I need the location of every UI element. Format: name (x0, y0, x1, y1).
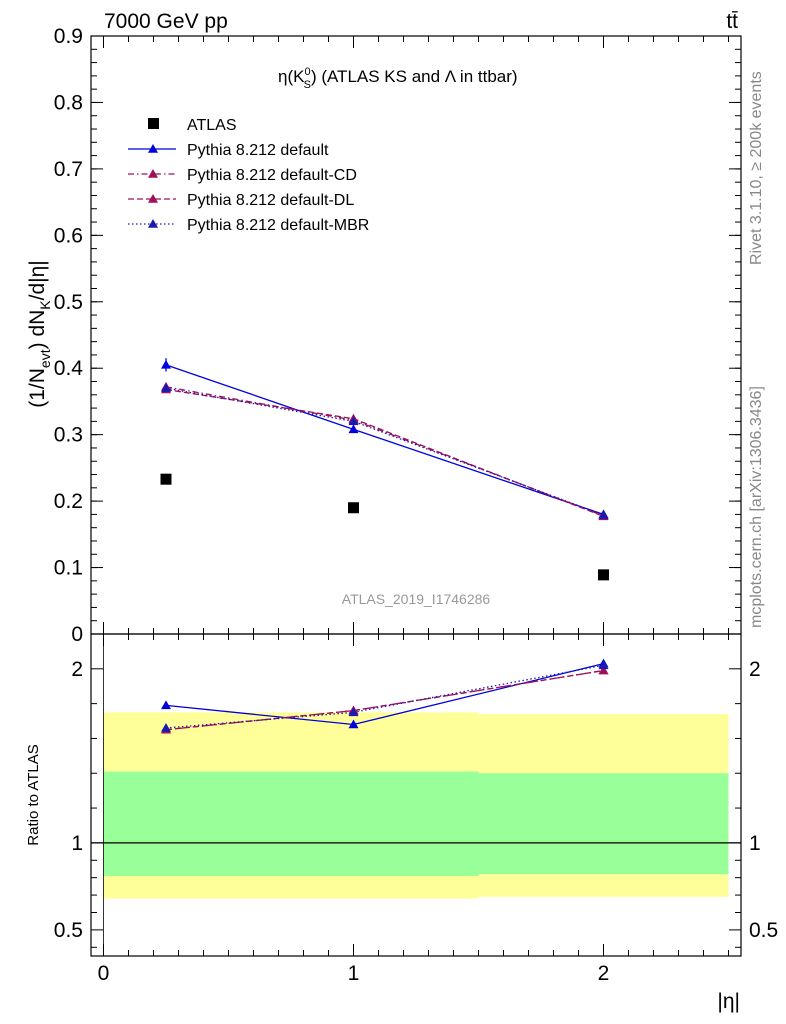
series-line (165, 387, 604, 516)
x-tick-label: 1 (348, 962, 360, 985)
main-y-tick-label: 0 (71, 623, 83, 646)
ratio-y-tick-label: 2 (71, 658, 83, 681)
main-y-tick-label: 0.1 (54, 557, 83, 580)
ratio-y-axis-label: Ratio to ATLAS (25, 744, 42, 845)
mcplots-label: mcplots.cern.ch [arXiv:1306.3436] (748, 386, 765, 628)
main-y-tick-label: 0.5 (54, 291, 83, 314)
ratio-y-tick-label: 0.5 (54, 919, 83, 942)
legend-entry-label: ATLAS (187, 117, 237, 134)
ratio-y-tick-label: 1 (71, 832, 83, 855)
ratio-series-marker (161, 722, 171, 732)
ratio-panel-frame (90, 633, 742, 957)
series-line (165, 388, 604, 517)
legend-entry-label: Pythia 8.212 default-MBR (187, 217, 369, 234)
ratio-series-marker (348, 719, 359, 729)
main-plot-content (160, 358, 609, 581)
series-2 (161, 381, 609, 520)
main-y-tick-label: 0.4 (54, 357, 84, 380)
legend: ATLAS Pythia 8.212 default Pythia 8.212 de… (128, 117, 369, 234)
x-axis-label: |η| (717, 990, 740, 1013)
series-marker (348, 416, 359, 426)
main-x-ticks (103, 36, 729, 634)
ratio-x-axis: 0 1 2 (98, 634, 729, 985)
uncertainty-band-inner (228, 771, 479, 876)
series-line (165, 386, 604, 517)
main-y-tick-label: 0.6 (54, 224, 83, 247)
main-y-tick-label: 0.8 (54, 91, 83, 114)
legend-entry-label: Pythia 8.212 default-DL (187, 192, 354, 209)
legend-marker-atlas (148, 118, 159, 129)
series-marker (348, 424, 359, 434)
series-marker (161, 359, 171, 369)
ratio-series-marker (598, 665, 609, 675)
ratio-series-3 (161, 660, 609, 732)
x-tick-label: 2 (598, 962, 610, 985)
series-0 (160, 473, 609, 581)
main-y-tick-label: 0.9 (54, 25, 83, 48)
uncertainty-band-inner (103, 771, 229, 876)
series-line (165, 364, 604, 516)
process-label: tt̄ (726, 10, 738, 33)
main-y-axis-label: (1/Nevt) dNK/d|η| (26, 260, 53, 408)
legend-entry-label: Pythia 8.212 default-CD (187, 167, 357, 184)
uncertainty-band-inner (478, 773, 729, 875)
series-marker (598, 510, 609, 519)
legend-marker (148, 219, 158, 228)
main-y-axis: 0 0.1 0.2 0.3 0.4 0.5 0.6 0.7 0.8 0.9 (54, 25, 741, 646)
ratio-panel: 0.5 0.5 1 1 2 2 0 1 2 Ratio to ATLAS |η| (25, 633, 778, 1013)
ratio-series-marker (348, 707, 359, 717)
main-y-tick-label: 0.3 (54, 424, 83, 447)
ratio-y-axis: 0.5 0.5 1 1 2 2 (54, 658, 778, 948)
ratio-series-marker (161, 700, 171, 710)
x-tick-label: 0 (98, 962, 110, 985)
legend-marker (148, 144, 158, 153)
ratio-y-tick-label-right: 2 (749, 658, 761, 681)
legend-entry-label: Pythia 8.212 default (187, 142, 329, 159)
series-3 (161, 384, 609, 521)
atlas-data-point (348, 502, 359, 514)
analysis-label: ATLAS_2019_I1746286 (342, 591, 491, 607)
main-y-tick-label: 0.7 (54, 158, 83, 181)
ratio-series-marker (598, 660, 609, 670)
legend-marker (148, 169, 158, 178)
main-y-tick-label: 0.2 (54, 490, 83, 513)
series-4 (161, 383, 609, 519)
legend-marker (148, 194, 158, 203)
ratio-y-tick-label-right: 1 (749, 832, 761, 855)
series-1 (161, 358, 609, 519)
ratio-plot-content (91, 634, 741, 956)
main-panel: 0 0.1 0.2 0.3 0.4 0.5 0.6 0.7 0.8 0.9 η(K0 S) (ATL… (26, 25, 742, 646)
atlas-data-point (160, 473, 172, 485)
rivet-label: Rivet 3.1.10, ≥ 200k events (748, 71, 765, 265)
atlas-data-point (598, 569, 609, 581)
ratio-y-tick-label-right: 0.5 (749, 919, 778, 942)
energy-label: 7000 GeV pp (104, 10, 228, 33)
chart-title: η(K0 S) (ATLAS KS and Λ in ttbar) (278, 66, 518, 91)
series-marker (161, 383, 171, 392)
